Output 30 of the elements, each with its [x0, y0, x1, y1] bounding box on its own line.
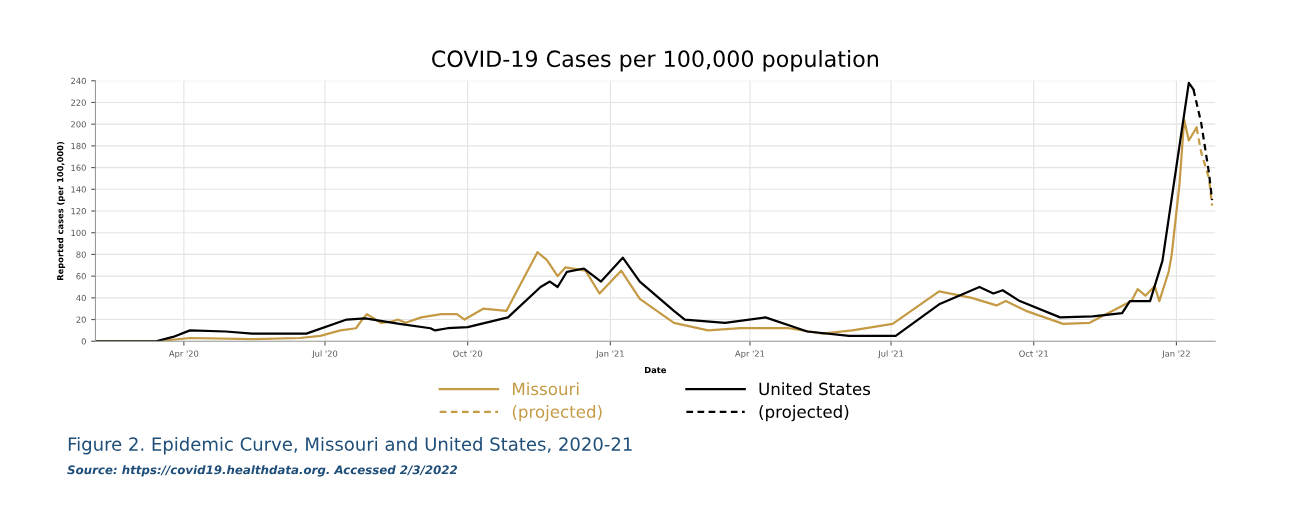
x-tick-label: Oct '21	[1019, 350, 1048, 357]
x-tick-label: Jan '22	[1161, 350, 1190, 359]
x-tick-label: Jan '21	[595, 350, 624, 359]
y-tick-label: 140	[71, 186, 86, 193]
y-tick-label: 160	[71, 164, 86, 171]
x-tick-label: Apr '20	[168, 350, 199, 359]
caption: Figure 2. Epidemic Curve, Missouri and United States, 2020-21	[68, 436, 632, 455]
legend-label: Missouri	[513, 382, 579, 396]
y-tick-label: 100	[71, 229, 86, 236]
legend-label: (projected)	[759, 405, 849, 422]
y-tick-label: 80	[76, 251, 86, 258]
y-tick-label: 120	[71, 207, 86, 215]
y-tick-label: 240	[71, 77, 86, 85]
y-tick-label: 20	[76, 316, 86, 323]
x-tick-label: Apr '21	[735, 350, 765, 359]
chart-title: COVID-19 Cases per 100,000 population	[432, 49, 878, 72]
y-tick-label: 40	[76, 294, 86, 302]
y-tick-label: 60	[76, 273, 86, 280]
x-tick-label: Oct '20	[453, 350, 483, 357]
y-tick-label: 220	[71, 99, 86, 106]
x-tick-label: Jul '21	[877, 350, 904, 359]
legend-label: United States	[759, 382, 871, 396]
x-tick-label: Jul '20	[311, 350, 338, 359]
source-note: Source: https://covid19.healthdata.org. Accessed 2/3/2022	[67, 465, 458, 477]
y-tick-label: 180	[71, 142, 86, 150]
y-axis-title: Reported cases (per 100,000)	[56, 141, 65, 281]
legend-label: (projected)	[512, 405, 602, 422]
x-axis-title: Date	[645, 366, 666, 374]
y-tick-label: 200	[71, 121, 86, 128]
y-tick-label: 0	[81, 338, 86, 345]
